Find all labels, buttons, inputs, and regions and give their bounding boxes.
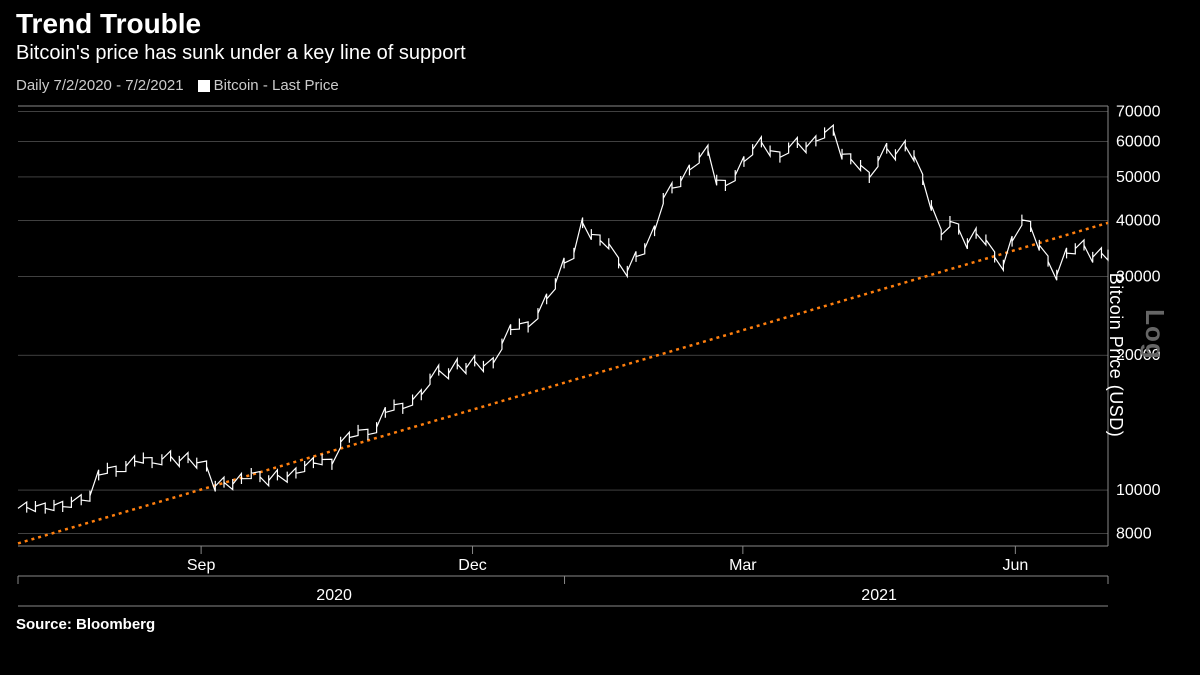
svg-text:Sep: Sep xyxy=(187,557,216,574)
svg-text:60000: 60000 xyxy=(1116,133,1161,150)
source-footer: Source: Bloomberg xyxy=(0,610,1200,639)
legend-marker-icon xyxy=(198,80,210,92)
svg-text:10000: 10000 xyxy=(1116,482,1161,499)
series-legend: Bitcoin - Last Price xyxy=(198,77,339,94)
log-watermark: Log xyxy=(1139,309,1170,360)
legend-row: Daily 7/2/2020 - 7/2/2021 Bitcoin - Last… xyxy=(0,77,1200,100)
chart-container: 800010000200003000040000500006000070000S… xyxy=(0,100,1200,610)
chart-subtitle: Bitcoin's price has sunk under a key lin… xyxy=(16,42,1184,65)
chart-title: Trend Trouble xyxy=(16,8,1184,40)
svg-text:40000: 40000 xyxy=(1116,212,1161,229)
svg-text:50000: 50000 xyxy=(1116,169,1161,186)
svg-text:Dec: Dec xyxy=(458,557,486,574)
price-chart: 800010000200003000040000500006000070000S… xyxy=(0,100,1200,610)
svg-text:Mar: Mar xyxy=(729,557,757,574)
svg-text:2020: 2020 xyxy=(316,587,352,604)
y-axis-label: Bitcoin Price (USD) xyxy=(1105,273,1126,438)
svg-text:Jun: Jun xyxy=(1002,557,1028,574)
svg-text:8000: 8000 xyxy=(1116,525,1152,542)
date-range: Daily 7/2/2020 - 7/2/2021 xyxy=(16,77,184,94)
svg-text:2021: 2021 xyxy=(861,587,897,604)
svg-text:70000: 70000 xyxy=(1116,103,1161,120)
